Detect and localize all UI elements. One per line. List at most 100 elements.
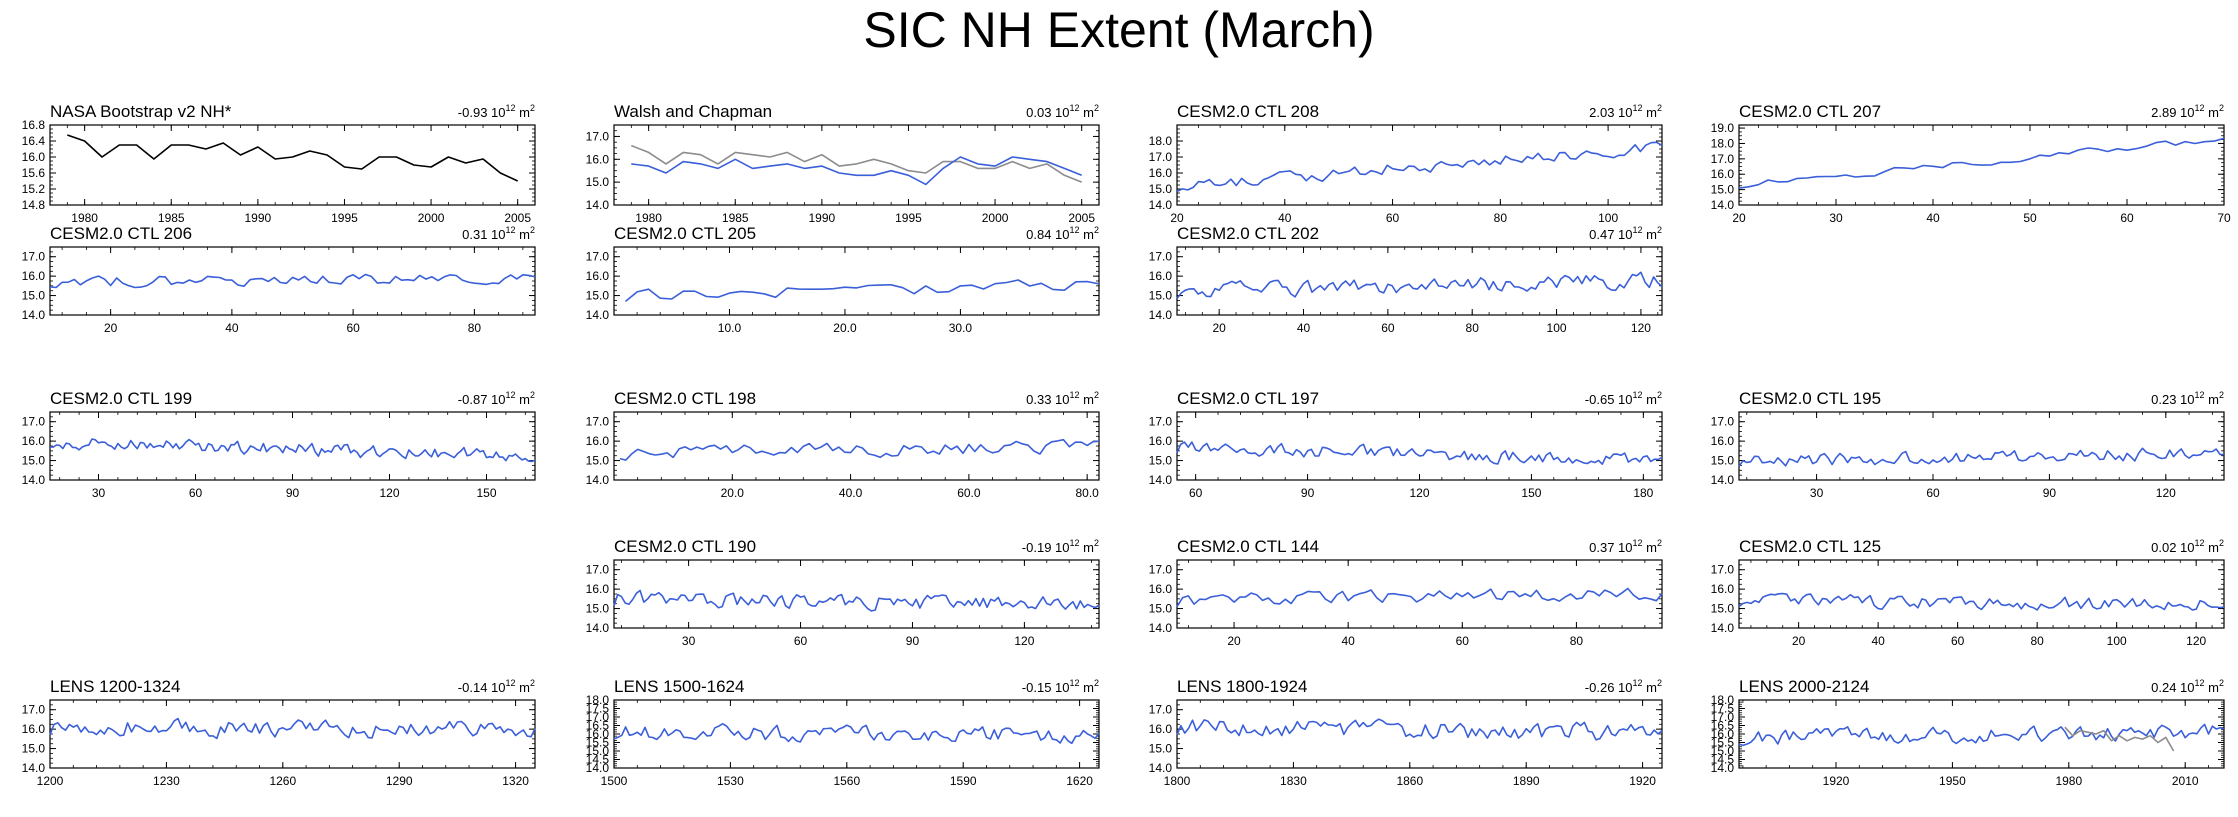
x-tick-label: 1995: [331, 211, 358, 225]
y-tick-label: 17.0: [22, 415, 46, 429]
x-tick-label: 2000: [418, 211, 445, 225]
y-tick-label: 14.0: [586, 198, 610, 212]
x-tick-label: 1320: [502, 774, 529, 788]
x-tick-label: 180: [1633, 486, 1653, 500]
x-tick-label: 80: [1570, 634, 1584, 648]
panel-title: LENS 1200-1324: [50, 677, 180, 696]
y-tick-label: 15.6: [22, 166, 46, 180]
x-tick-label: 60.0: [957, 486, 981, 500]
x-tick-label: 120: [1631, 321, 1651, 335]
y-tick-label: 16.0: [22, 150, 46, 164]
x-tick-label: 70: [2217, 211, 2231, 225]
plot-frame: [1176, 411, 1663, 481]
x-tick-label: 20: [104, 321, 118, 335]
x-tick-label: 1530: [717, 774, 744, 788]
trend-value: -0.65 1012 m2: [1585, 390, 1662, 407]
y-tick-label: 17.0: [586, 250, 610, 264]
x-tick-label: 1980: [2055, 774, 2082, 788]
plot-frame: [1738, 699, 2225, 769]
y-tick-label: 17.0: [22, 250, 46, 264]
panel-title: CESM2.0 CTL 195: [1739, 389, 1881, 408]
x-tick-label: 1995: [895, 211, 922, 225]
chart-panel-c195: CESM2.0 CTL 195 0.23 1012 m2 14.0 15.0 16.0 1…: [1711, 389, 2225, 500]
chart-panel-c207: CESM2.0 CTL 207 2.89 1012 m214.015.016.01…: [1711, 102, 2231, 225]
x-tick-label: 60: [1951, 634, 1965, 648]
panel-title: Walsh and Chapman: [614, 102, 772, 121]
chart-panel-c199: CESM2.0 CTL 199 -0.87 1012 m2 14.0 15.0 16.0…: [22, 389, 536, 500]
x-tick-label: 90: [286, 486, 300, 500]
x-tick-label: 1950: [1939, 774, 1966, 788]
y-tick-label: 15.0: [1149, 182, 1173, 196]
series-line-0: [1176, 141, 1663, 193]
series-line-0: [613, 589, 1100, 612]
x-tick-label: 1985: [158, 211, 185, 225]
x-tick-label: 40.0: [839, 486, 863, 500]
y-tick-label: 15.0: [586, 602, 610, 616]
plot-frame: [613, 559, 1100, 629]
y-tick-label: 15.0: [586, 289, 610, 303]
y-tick-label: 15.0: [22, 742, 46, 756]
plot-frame: [1738, 411, 2225, 481]
x-tick-label: 20: [1732, 211, 1746, 225]
plot-frame: [49, 699, 536, 769]
panel-title: LENS 2000-2124: [1739, 677, 1869, 696]
y-tick-label: 17.0: [586, 415, 610, 429]
x-tick-label: 30: [1829, 211, 1843, 225]
x-tick-label: 80.0: [1075, 486, 1099, 500]
y-tick-label: 15.5: [586, 736, 610, 750]
x-tick-label: 80: [1494, 211, 1508, 225]
y-tick-label: 16.0: [1711, 582, 1735, 596]
chart-panel-l2000: LENS 2000-2124 0.24 1012 m2 14.014.515.015…: [1711, 677, 2225, 788]
x-tick-label: 60: [1386, 211, 1400, 225]
y-tick-label: 15.0: [1711, 454, 1735, 468]
series-line-1: [2064, 726, 2175, 752]
panel-title: LENS 1800-1924: [1177, 677, 1307, 696]
y-tick-label: 14.0: [1149, 308, 1173, 322]
y-tick-label: 17.0: [1149, 703, 1173, 717]
series-line-0: [1176, 271, 1663, 299]
chart-panel-c205: CESM2.0 CTL 205 0.84 1012 m2 14.0 15.0 16.0 1…: [586, 224, 1100, 335]
y-tick-label: 15.0: [1149, 454, 1173, 468]
y-tick-label: 16.0: [1711, 434, 1735, 448]
trend-value: -0.87 1012 m2: [458, 390, 535, 407]
y-tick-label: 17.0: [1149, 250, 1173, 264]
y-tick-label: 14.5: [1711, 753, 1735, 767]
x-tick-label: 30: [682, 634, 696, 648]
trend-value: 0.24 1012 m2: [2151, 678, 2224, 695]
x-tick-label: 1290: [386, 774, 413, 788]
panel-title: CESM2.0 CTL 197: [1177, 389, 1319, 408]
series-line-0: [49, 273, 536, 289]
y-tick-label: 14.0: [22, 761, 46, 775]
x-tick-label: 60: [1926, 486, 1940, 500]
series-line-0: [1176, 441, 1663, 465]
trend-value: 0.47 1012 m2: [1589, 225, 1662, 242]
chart-panel-walsh: Walsh and Chapman 0.03 1012 m2 14.0 15.0 16.…: [586, 102, 1100, 225]
x-tick-label: 30.0: [949, 321, 973, 335]
panel-title: CESM2.0 CTL 208: [1177, 102, 1319, 121]
trend-value: 2.03 1012 m2: [1589, 103, 1662, 120]
y-tick-label: 16.0: [1711, 167, 1735, 181]
y-tick-label: 17.5: [586, 702, 610, 716]
y-tick-label: 17.0: [1149, 563, 1173, 577]
y-tick-label: 16.0: [586, 269, 610, 283]
figure-title: SIC NH Extent (March): [863, 2, 1375, 58]
series-line-1: [631, 156, 1082, 186]
y-tick-label: 16.0: [1711, 727, 1735, 741]
x-tick-label: 1590: [950, 774, 977, 788]
y-tick-label: 16.0: [22, 434, 46, 448]
series-line-0: [1738, 723, 2225, 747]
y-tick-label: 16.0: [1149, 582, 1173, 596]
series-line-0: [1738, 137, 2225, 189]
trend-value: 0.03 1012 m2: [1026, 103, 1099, 120]
x-tick-label: 2010: [2172, 774, 2199, 788]
chart-panel-c206: CESM2.0 CTL 206 0.31 1012 m2 14.0 15.0 16.0 1…: [22, 224, 536, 335]
y-tick-label: 15.0: [1149, 742, 1173, 756]
x-tick-label: 1860: [1396, 774, 1423, 788]
x-tick-label: 40: [1278, 211, 1292, 225]
x-tick-label: 120: [2186, 634, 2206, 648]
x-tick-label: 100: [1598, 211, 1618, 225]
y-tick-label: 16.0: [586, 152, 610, 166]
series-line-0: [49, 717, 536, 740]
trend-value: 0.37 1012 m2: [1589, 538, 1662, 555]
x-tick-label: 40: [1297, 321, 1311, 335]
